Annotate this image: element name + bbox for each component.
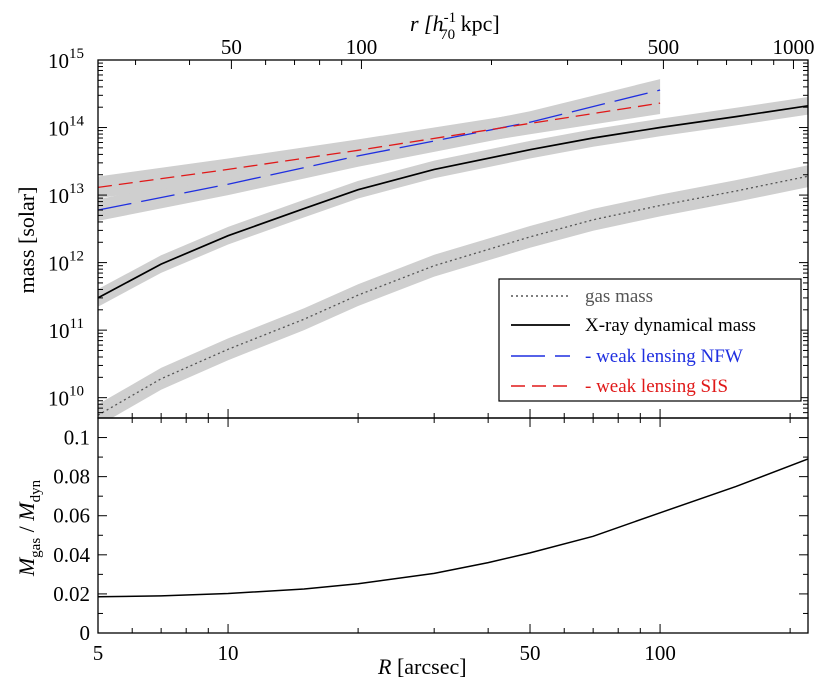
upper-panel-series	[98, 89, 808, 416]
lower-y-label-den-sub: dyn	[28, 479, 44, 502]
lower-y-tick-label: 0.1	[64, 426, 90, 450]
upper-y-axis-label: mass [solar]	[14, 187, 39, 294]
x-tick-label: 5	[93, 641, 104, 665]
lower-y-label-num: M	[14, 556, 39, 577]
lower-y-axis-label: Mgas / Mdyn	[14, 479, 44, 577]
top-axis-label-prefix: r [h	[410, 11, 444, 36]
lower-panel-frame	[97, 417, 809, 634]
top-x-tick-label: 1000	[772, 35, 814, 59]
legend-label-xray: X-ray dynamical mass	[585, 315, 756, 336]
axis-tick-labels: 5 10 50 100 50 100 500 1000 1010 1011 1012 1013 1014…	[48, 35, 814, 665]
lower-y-tick-label: 0.04	[53, 543, 90, 567]
x-tick-label: 50	[520, 641, 541, 665]
lower-y-tick-label: 0.06	[53, 504, 90, 528]
legend-label-sis: - weak lensing SIS	[585, 376, 728, 397]
error-band-1	[98, 97, 808, 307]
top-axis-label-suffix: kpc]	[455, 11, 500, 36]
series-line-weak-lensing-sis	[98, 102, 661, 189]
top-x-tick-label: 50	[221, 35, 242, 59]
upper-y-tick-label: 1012	[48, 249, 84, 276]
top-x-tick-label: 100	[346, 35, 378, 59]
lower-y-label-den: M	[14, 501, 39, 522]
x-axis-label: R [arcsec]	[377, 654, 467, 679]
x-axis-label-symbol: R	[377, 654, 392, 679]
legend-label-gas-mass: gas mass	[585, 286, 653, 307]
legend-label-nfw: - weak lensing NFW	[585, 346, 743, 367]
top-axis-label: r [h-1 70 kpc]	[410, 10, 500, 43]
series-line-x-ray-dynamical-mass	[98, 104, 808, 299]
error-band-3	[98, 92, 661, 199]
series-line-gas-mass	[98, 175, 808, 416]
gas-fraction-line	[98, 458, 808, 598]
x-axis-label-unit: [arcsec]	[391, 654, 466, 679]
x-tick-label: 10	[218, 641, 239, 665]
top-axis-label-sup: -1	[444, 10, 457, 26]
series-line-weak-lensing-nfw	[98, 89, 661, 211]
x-tick-label: 100	[644, 641, 676, 665]
legend-box	[498, 278, 802, 402]
lower-y-tick-label: 0	[80, 621, 91, 645]
upper-y-tick-label: 1013	[48, 181, 84, 208]
legend: gas mass X-ray dynamical mass - weak len…	[498, 278, 802, 402]
top-x-tick-label: 500	[648, 35, 680, 59]
lower-y-label-sep: /	[14, 521, 39, 538]
lower-y-tick-label: 0.08	[53, 465, 90, 489]
upper-y-tick-label: 1014	[48, 114, 85, 141]
lower-panel-series	[98, 458, 808, 598]
axis-ticks	[97, 59, 808, 634]
upper-y-tick-label: 1011	[49, 316, 84, 343]
upper-y-tick-label: 1010	[48, 384, 84, 411]
top-axis-label-sub: 70	[440, 27, 455, 43]
upper-y-tick-label: 1015	[48, 46, 84, 73]
lower-y-label-num-sub: gas	[28, 538, 44, 558]
lower-y-tick-label: 0.02	[53, 582, 90, 606]
